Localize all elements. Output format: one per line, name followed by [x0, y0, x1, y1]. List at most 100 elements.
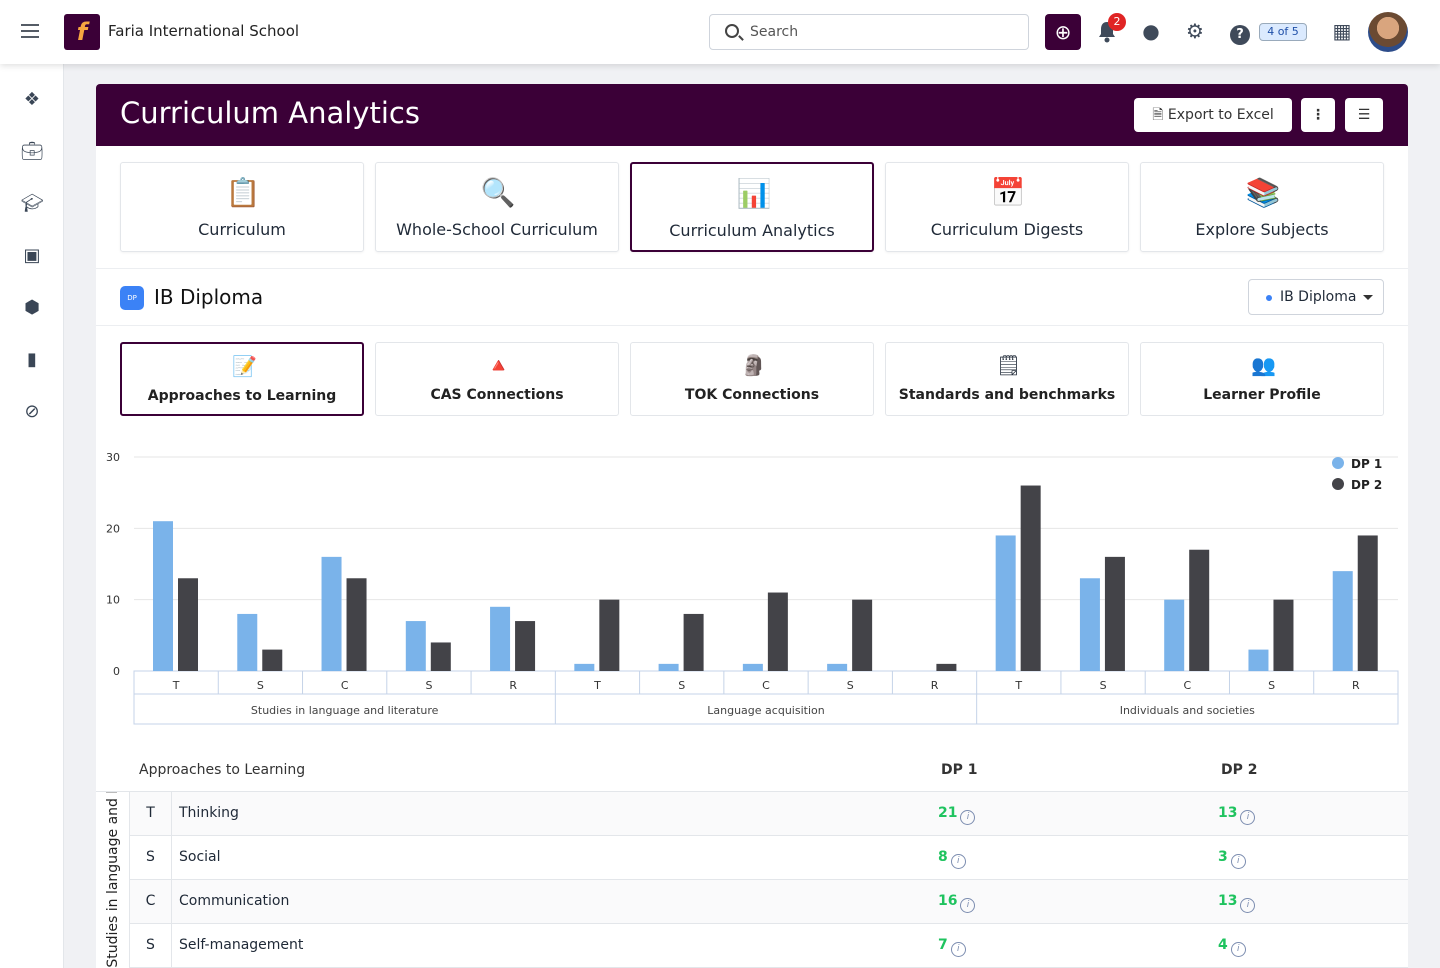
dp2-value[interactable]: 3 — [1218, 849, 1228, 865]
x-tick-label: T — [1014, 679, 1022, 692]
avatar[interactable] — [1368, 12, 1408, 52]
menu-icon[interactable] — [21, 24, 39, 38]
checklist-icon: 🗒 — [996, 353, 1022, 377]
table-header: Approaches to Learning DP 1 DP 2 — [96, 752, 1408, 792]
info-icon[interactable]: i — [950, 854, 966, 869]
shapes-icon: 🔺 — [486, 353, 511, 377]
row-name: Self-management — [179, 937, 304, 953]
dashboard-icon[interactable]: ❖ — [23, 89, 41, 110]
dp1-value[interactable]: 8 — [938, 849, 948, 865]
notification-badge: 2 — [1108, 13, 1126, 31]
bar-dp2 — [936, 663, 957, 671]
nav-tiles: 📋 Curriculum 🔍 Whole-School Curriculum 📊 Curr… — [120, 162, 1384, 252]
info-icon[interactable]: i — [960, 898, 976, 913]
analytics-icon[interactable]: ▮ — [27, 349, 37, 370]
row-name: Social — [179, 849, 221, 865]
gear-icon[interactable]: ⚙ — [1186, 19, 1204, 43]
programme-select[interactable]: IB Diploma — [1248, 279, 1384, 315]
tile-label: Explore Subjects — [1195, 220, 1329, 239]
bar-dp2 — [346, 578, 367, 671]
add-button[interactable]: ⊕ — [1045, 14, 1081, 50]
dp2-value[interactable]: 13 — [1218, 893, 1238, 909]
legend-marker — [1332, 478, 1344, 490]
info-icon[interactable]: i — [1230, 942, 1246, 957]
school-name[interactable]: Faria International School — [108, 22, 300, 40]
magnifier-icon: 🔍 — [480, 176, 516, 209]
graduation-cap-icon[interactable]: 🎓︎ — [20, 193, 44, 214]
subtab-standards-and-benchmarks[interactable]: 🗒 Standards and benchmarks — [885, 342, 1129, 416]
briefcase-icon[interactable]: 💼︎ — [20, 141, 44, 162]
chat-icon[interactable]: ● — [1142, 19, 1160, 43]
apps-grid-icon[interactable]: ▦ — [1332, 19, 1352, 43]
y-tick-label: 30 — [106, 451, 120, 464]
x-tick-label: C — [1183, 679, 1191, 692]
tile-whole-school-curriculum[interactable]: 🔍 Whole-School Curriculum — [375, 162, 619, 252]
bar-dp1 — [321, 556, 342, 671]
export-label: Export to Excel — [1167, 107, 1274, 123]
bar-dp1 — [742, 663, 763, 671]
thinker-icon: 🗿 — [741, 353, 766, 377]
bar-dp2 — [1020, 485, 1041, 671]
compass-icon[interactable]: ⊘ — [24, 401, 40, 422]
bar-chart-icon: 📊 — [736, 177, 772, 210]
legend-label: DP 2 — [1351, 478, 1382, 492]
info-icon[interactable]: i — [1240, 898, 1256, 913]
dp1-value[interactable]: 21 — [938, 805, 958, 821]
map-icon[interactable]: ▣ — [23, 245, 41, 266]
info-icon[interactable]: i — [1230, 854, 1246, 869]
x-tick-label: T — [172, 679, 180, 692]
dp1-value[interactable]: 16 — [938, 893, 958, 909]
subtab-learner-profile[interactable]: 👥 Learner Profile — [1140, 342, 1384, 416]
bar-dp1 — [405, 621, 426, 671]
tile-label: Curriculum — [198, 220, 286, 239]
counter-badge[interactable]: 4 of 5 — [1259, 23, 1307, 41]
group-label: Studies in language and literature — [251, 704, 439, 717]
dp2-value[interactable]: 13 — [1218, 805, 1238, 821]
school-logo[interactable]: f — [64, 14, 100, 50]
subtab-tok-connections[interactable]: 🗿 TOK Connections — [630, 342, 874, 416]
bar-dp1 — [153, 521, 173, 671]
legend-label: DP 1 — [1351, 457, 1382, 471]
subtab-label: CAS Connections — [430, 387, 564, 403]
info-icon[interactable]: i — [960, 810, 976, 825]
dp2-value[interactable]: 4 — [1218, 937, 1228, 953]
tile-curriculum-analytics[interactable]: 📊 Curriculum Analytics — [630, 162, 874, 252]
row-code: C — [130, 880, 172, 923]
search-input[interactable]: Search — [709, 14, 1029, 50]
y-tick-label: 10 — [106, 594, 120, 607]
bar-dp2 — [515, 621, 536, 671]
help-icon[interactable]: ? — [1227, 18, 1253, 45]
bar-dp1 — [1079, 578, 1100, 671]
list-view-button[interactable]: ☰ — [1345, 98, 1383, 132]
people-icon: 👥 — [1251, 353, 1276, 377]
tile-curriculum-digests[interactable]: 📅 Curriculum Digests — [885, 162, 1129, 252]
more-options-button[interactable]: ⋮ — [1301, 98, 1335, 132]
main-card: Curriculum Analytics 🗎 Export to Excel ⋮… — [96, 84, 1408, 968]
subtab-approaches-to-learning[interactable]: 📝 Approaches to Learning — [120, 342, 364, 416]
group-label-text: Studies in language and literature — [105, 792, 121, 968]
table-row: T Thinking 21 i 13 i — [96, 792, 1408, 836]
excel-file-icon: 🗎 — [1152, 107, 1168, 123]
table-row: C Communication 16 i 13 i — [96, 880, 1408, 924]
bar-dp1 — [1248, 649, 1269, 671]
y-tick-label: 20 — [106, 522, 120, 535]
tile-label: Curriculum Digests — [930, 220, 1084, 239]
bar-dp2 — [1273, 599, 1294, 671]
dp1-value[interactable]: 7 — [938, 937, 948, 953]
export-excel-button[interactable]: 🗎 Export to Excel — [1134, 98, 1292, 132]
subtab-cas-connections[interactable]: 🔺 CAS Connections — [375, 342, 619, 416]
tile-explore-subjects[interactable]: 📚 Explore Subjects — [1140, 162, 1384, 252]
tile-curriculum[interactable]: 📋 Curriculum — [120, 162, 364, 252]
pencil-icon: 📝 — [232, 354, 257, 378]
info-icon[interactable]: i — [1240, 810, 1256, 825]
bar-dp1 — [827, 663, 848, 671]
row-name: Thinking — [179, 805, 239, 821]
info-icon[interactable]: i — [950, 942, 966, 957]
x-tick-label: T — [593, 679, 601, 692]
x-tick-label: S — [678, 679, 685, 692]
subtab-label: TOK Connections — [684, 387, 820, 403]
cube-icon[interactable]: ⬢ — [24, 297, 40, 318]
x-tick-label: R — [509, 679, 517, 692]
bar-dp2 — [1357, 535, 1378, 671]
